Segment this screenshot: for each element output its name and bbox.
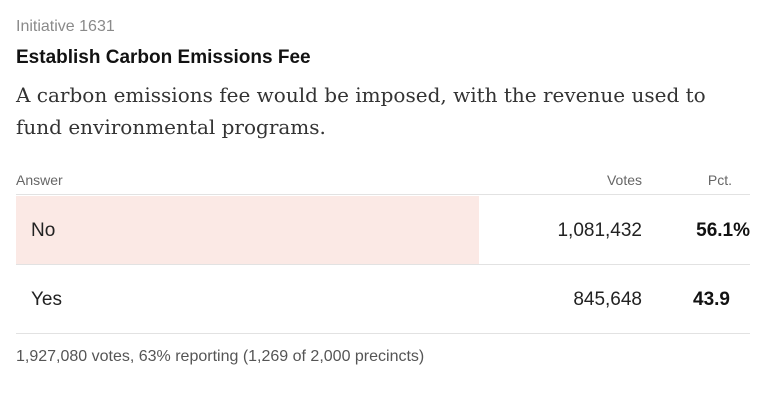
initiative-description: A carbon emissions fee would be imposed,… xyxy=(16,83,706,139)
vote-percent: 56.1% xyxy=(696,220,750,241)
vote-count: 845,648 xyxy=(573,289,642,310)
answer-label: Yes xyxy=(31,289,62,310)
answer-label: No xyxy=(31,220,56,241)
reporting-summary: 1,927,080 votes, 63% reporting (1,269 of… xyxy=(16,348,425,365)
column-header-answer: Answer xyxy=(16,172,63,188)
page-title: Establish Carbon Emissions Fee xyxy=(16,47,311,68)
table-row-yes: Yes 845,648 43.9 xyxy=(16,265,750,334)
column-header-pct: Pct. xyxy=(707,172,732,188)
column-header-votes: Votes xyxy=(606,172,642,188)
table-row-no: No 1,081,432 56.1% xyxy=(16,196,750,265)
vote-share-bar xyxy=(16,196,479,264)
table-header: Answer Votes Pct. xyxy=(16,170,750,195)
initiative-label: Initiative 1631 xyxy=(16,18,115,35)
vote-count: 1,081,432 xyxy=(557,220,642,241)
vote-percent: 43.9 xyxy=(693,289,730,310)
